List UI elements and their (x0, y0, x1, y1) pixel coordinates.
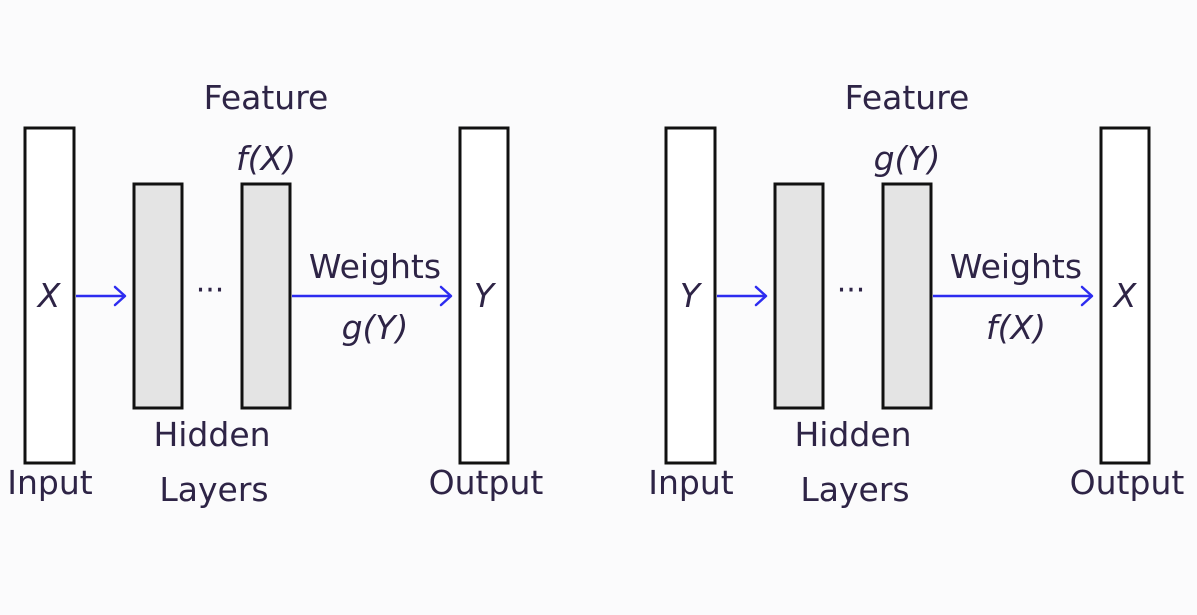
output-arrowhead (1080, 285, 1094, 307)
feature-layer-box (881, 182, 933, 410)
output-label: Output (429, 463, 544, 502)
input-arrowhead (113, 285, 127, 307)
feature-layer-box (240, 182, 292, 410)
output-box (458, 126, 510, 465)
output-variable: X (1112, 276, 1138, 315)
hidden-label-line1: Hidden (153, 415, 270, 454)
hidden-layer-box (773, 182, 825, 410)
weights-expression: g(Y) (342, 308, 409, 347)
weights-label: Weights (309, 247, 441, 286)
input-box (23, 126, 76, 465)
weights-label: Weights (950, 247, 1082, 286)
ellipsis: ··· (837, 273, 866, 308)
hidden-layer-box (132, 182, 184, 410)
output-box (1099, 126, 1151, 465)
feature-label: Feature (845, 78, 970, 117)
feature-expression: f(X) (236, 139, 296, 178)
hidden-label-line1: Hidden (794, 415, 911, 454)
left-panel: X Input ··· Hidden Layers Feature f(X) W… (7, 78, 543, 509)
feature-label: Feature (204, 78, 329, 117)
hidden-label-line2: Layers (800, 470, 909, 509)
ellipsis: ··· (196, 273, 225, 308)
input-variable: X (36, 276, 62, 315)
output-label: Output (1070, 463, 1185, 502)
input-variable: Y (680, 276, 703, 315)
right-panel: Y Input ··· Hidden Layers Feature g(Y) W… (648, 78, 1184, 509)
input-label: Input (648, 463, 734, 502)
feature-expression: g(Y) (874, 139, 941, 178)
hidden-label-line2: Layers (159, 470, 268, 509)
output-variable: Y (474, 276, 497, 315)
weights-expression: f(X) (986, 308, 1046, 347)
input-box (664, 126, 717, 465)
input-arrowhead (754, 285, 768, 307)
input-label: Input (7, 463, 93, 502)
output-arrowhead (439, 285, 453, 307)
